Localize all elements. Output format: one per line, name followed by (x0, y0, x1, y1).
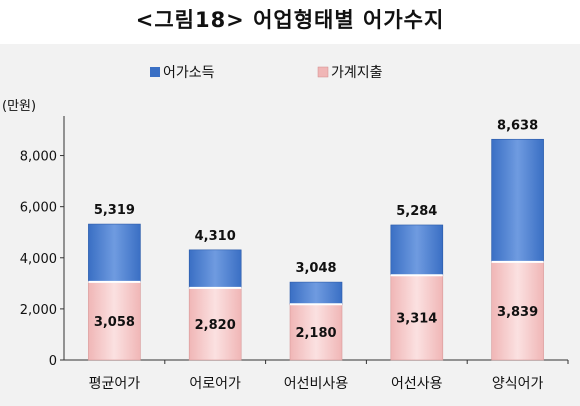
category-label: 양식어가 (492, 376, 544, 392)
bar-income (390, 224, 444, 276)
bar-expenditure (390, 275, 444, 361)
category-label: 어선사용 (391, 376, 443, 392)
data-label-income: 3,048 (295, 261, 336, 276)
y-tick-label: 0 (49, 354, 57, 369)
data-label-expenditure: 3,839 (497, 305, 538, 320)
data-label-expenditure: 3,314 (396, 312, 437, 327)
data-label-expenditure: 2,820 (195, 318, 236, 333)
bar-income (188, 249, 242, 289)
y-axis-unit: (만원) (2, 99, 36, 114)
legend-label-income: 어가소득 (163, 65, 215, 81)
category-label: 평균어가 (89, 376, 141, 392)
y-tick-label: 8,000 (20, 150, 57, 165)
bar-expenditure (88, 281, 141, 361)
bar-income (88, 223, 141, 283)
bar-expenditure (491, 261, 544, 361)
chart-svg: 어가소득 가계지출 (만원) 0 2,000 4,000 6,000 8,000 5,319 3,… (2, 65, 569, 392)
data-label-income: 8,638 (497, 118, 538, 133)
legend-label-expenditure: 가계지출 (331, 65, 383, 81)
legend-swatch-expenditure (317, 66, 329, 78)
plot-area: 어가소득 가계지출 (만원) 0 2,000 4,000 6,000 8,000 5,319 3,… (0, 44, 580, 406)
y-tick-label: 4,000 (20, 252, 57, 267)
data-label-expenditure: 3,058 (94, 315, 135, 330)
chart-title: <그림18> 어업형태별 어가수지 (135, 8, 445, 32)
data-label-income: 5,284 (396, 204, 437, 219)
category-label: 어선비사용 (284, 376, 349, 392)
data-label-income: 4,310 (195, 229, 236, 244)
y-tick-label: 6,000 (20, 201, 57, 216)
legend-swatch-income (150, 67, 160, 77)
bar-income (289, 281, 343, 305)
category-label: 어로어가 (189, 376, 241, 392)
y-tick-label: 2,000 (20, 303, 57, 318)
bar-expenditure (188, 287, 242, 361)
bar-income (491, 138, 544, 263)
data-label-income: 5,319 (94, 203, 135, 218)
data-label-expenditure: 2,180 (295, 326, 336, 341)
